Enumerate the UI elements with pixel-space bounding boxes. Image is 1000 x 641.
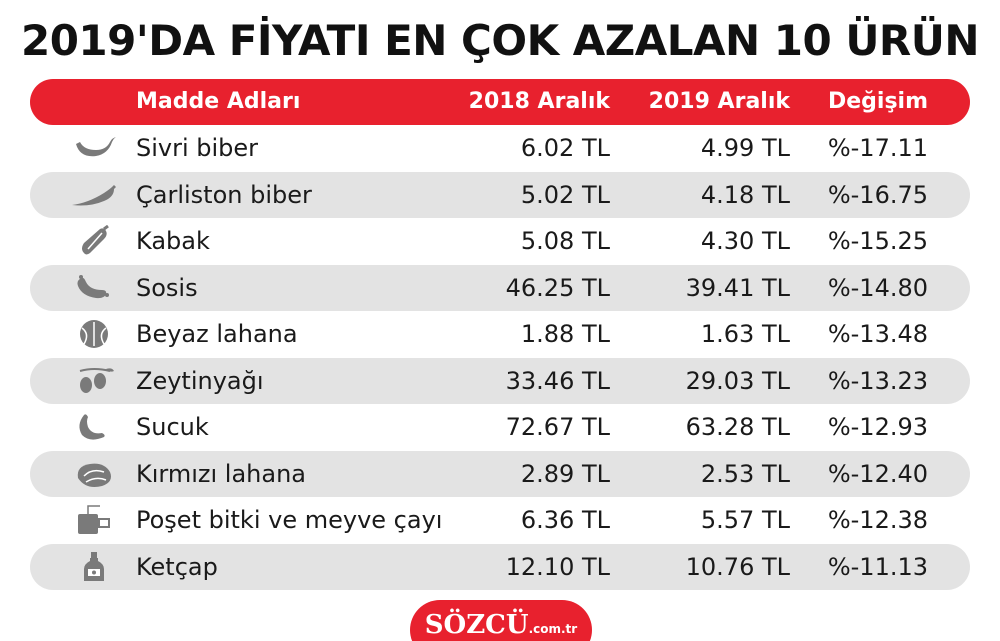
item-name: Zeytinyağı xyxy=(136,366,264,395)
long-pepper-icon xyxy=(72,184,116,205)
change-percent: %-15.25 xyxy=(827,227,928,255)
price-2018: 6.36 TL xyxy=(520,506,610,534)
zucchini-icon xyxy=(82,225,109,255)
chili-pepper-icon xyxy=(76,137,116,157)
tea-bag-icon xyxy=(78,505,110,534)
change-percent: %-13.48 xyxy=(827,320,928,348)
sausage-icon xyxy=(77,274,109,298)
price-2018: 46.25 TL xyxy=(505,273,610,302)
price-2019: 1.63 TL xyxy=(700,320,790,348)
change-percent: %-13.23 xyxy=(827,366,928,395)
column-header-name: Madde Adları xyxy=(136,89,301,114)
price-2019: 39.41 TL xyxy=(685,273,790,302)
price-2019: 4.99 TL xyxy=(700,134,790,162)
sucuk-icon xyxy=(79,414,105,440)
price-2019: 4.30 TL xyxy=(700,227,790,255)
table-header: Madde Adları 2018 Aralık 2019 Aralık Değ… xyxy=(30,79,970,125)
item-name: Ketçap xyxy=(136,552,218,581)
change-percent: %-12.38 xyxy=(827,506,928,534)
price-2018: 6.02 TL xyxy=(520,134,610,162)
table-row: Sucuk 72.67 TL 63.28 TL %-12.93 xyxy=(30,404,970,450)
table-row: Sosis 46.25 TL 39.41 TL %-14.80 xyxy=(30,264,970,311)
price-2018: 1.88 TL xyxy=(520,320,610,348)
column-header-change: Değişim xyxy=(827,89,928,114)
cabbage-icon xyxy=(80,320,108,348)
table-row: Kabak 5.08 TL 4.30 TL %-15.25 xyxy=(30,218,970,264)
column-header-2019: 2019 Aralık xyxy=(648,89,790,114)
table-row: Sivri biber 6.02 TL 4.99 TL %-17.11 xyxy=(30,125,970,171)
item-name: Kırmızı lahana xyxy=(136,459,307,488)
price-2019: 2.53 TL xyxy=(700,459,790,488)
change-percent: %-16.75 xyxy=(827,180,928,209)
logo-domain: .com.tr xyxy=(528,622,578,636)
price-2019: 29.03 TL xyxy=(685,366,790,395)
item-name: Sivri biber xyxy=(136,134,259,162)
price-2018: 5.02 TL xyxy=(520,180,610,209)
olive-icon xyxy=(79,367,114,393)
page-title: 2019'DA FİYATI EN ÇOK AZALAN 10 ÜRÜN xyxy=(20,16,980,65)
item-name: Kabak xyxy=(136,227,210,255)
table-row: Zeytinyağı 33.46 TL 29.03 TL %-13.23 xyxy=(30,357,970,404)
logo-name: SÖZCÜ xyxy=(424,610,529,640)
table-row: Kırmızı lahana 2.89 TL 2.53 TL %-12.40 xyxy=(30,450,970,497)
change-percent: %-11.13 xyxy=(827,552,928,581)
table-row: Poşet bitki ve meyve çayı 6.36 TL 5.57 TL%… xyxy=(30,497,970,543)
price-2018: 72.67 TL xyxy=(505,413,610,441)
price-2018: 12.10 TL xyxy=(505,552,610,581)
table-row: Beyaz lahana 1.88 TL 1.63 TL %-13.48 xyxy=(30,311,970,357)
change-percent: %-12.93 xyxy=(827,413,928,441)
price-2019: 5.57 TL xyxy=(700,506,790,534)
price-2019: 10.76 TL xyxy=(685,552,790,581)
red-cabbage-icon xyxy=(77,463,111,487)
ketchup-bottle-icon xyxy=(84,551,104,581)
table-row: Ketçap 12.10 TL 10.76 TL %-11.13 xyxy=(30,543,970,590)
change-percent: %-14.80 xyxy=(827,273,928,302)
item-name: Beyaz lahana xyxy=(136,320,298,348)
price-2019: 4.18 TL xyxy=(700,180,790,209)
sozcu-logo: SÖZCÜ.com.tr xyxy=(410,600,592,641)
price-2018: 33.46 TL xyxy=(505,366,610,395)
item-name: Çarliston biber xyxy=(136,180,312,209)
item-name: Sosis xyxy=(136,273,198,302)
table-row: Çarliston biber 5.02 TL 4.18 TL %-16.75 xyxy=(30,171,970,218)
price-2018: 2.89 TL xyxy=(520,459,610,488)
item-name: Sucuk xyxy=(136,413,209,441)
column-header-2018: 2018 Aralık xyxy=(468,89,610,114)
change-percent: %-12.40 xyxy=(827,459,928,488)
price-2018: 5.08 TL xyxy=(520,227,610,255)
item-name: Poşet bitki ve meyve çayı xyxy=(136,506,443,534)
price-2019: 63.28 TL xyxy=(685,413,790,441)
change-percent: %-17.11 xyxy=(827,134,928,162)
